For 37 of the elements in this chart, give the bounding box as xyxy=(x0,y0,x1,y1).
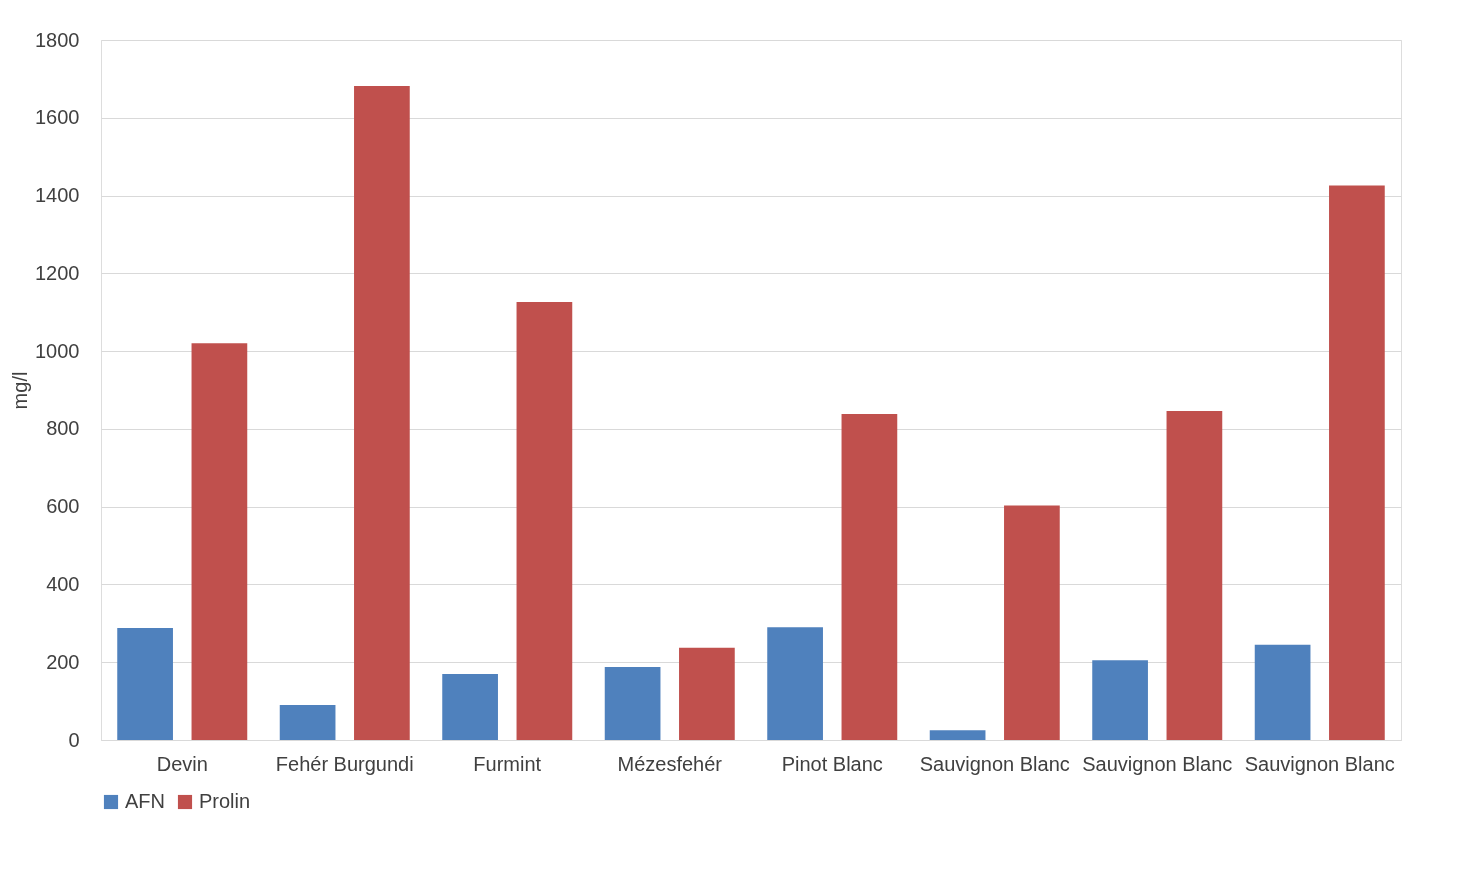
x-tick-label: Fehér Burgundi xyxy=(275,752,414,775)
bar xyxy=(354,85,410,740)
y-tick-label: 400 xyxy=(46,572,80,595)
bar xyxy=(117,628,173,740)
y-tick-label: 1800 xyxy=(35,28,80,51)
x-tick-label: Sauvignon Blanc xyxy=(919,752,1070,775)
y-tick-label: 1400 xyxy=(35,184,80,207)
bar xyxy=(1254,644,1311,740)
y-tick-label: 1600 xyxy=(35,106,80,129)
bar xyxy=(1004,505,1060,740)
bar xyxy=(442,673,498,740)
bar xyxy=(841,414,898,740)
x-tick-label: Devin xyxy=(156,752,208,775)
y-tick-label: 0 xyxy=(68,728,80,751)
bar xyxy=(516,302,573,740)
y-tick-label: 200 xyxy=(46,650,80,673)
y-axis-title: mg/l xyxy=(9,371,32,410)
x-tick-label: Furmint xyxy=(473,752,542,775)
y-tick-label: 800 xyxy=(46,417,80,440)
bar xyxy=(929,730,986,740)
legend-label: Prolin xyxy=(199,790,251,812)
y-tick-label: 1200 xyxy=(35,261,80,284)
y-tick-label: 600 xyxy=(46,495,80,518)
bar xyxy=(1329,185,1385,740)
legend-label: AFN xyxy=(125,790,165,812)
x-tick-label: Pinot Blanc xyxy=(781,752,883,775)
y-tick-label: 1000 xyxy=(35,339,80,362)
bar xyxy=(604,666,661,740)
bar xyxy=(279,705,336,740)
bar xyxy=(679,647,735,740)
bar xyxy=(1092,660,1148,740)
x-tick-label: Sauvignon Blanc xyxy=(1244,752,1395,775)
bar xyxy=(191,343,248,740)
bar xyxy=(1166,411,1223,740)
bar xyxy=(767,627,823,740)
x-tick-label: Sauvignon Blanc xyxy=(1082,752,1233,775)
x-tick-label: Mézesfehér xyxy=(617,752,723,775)
